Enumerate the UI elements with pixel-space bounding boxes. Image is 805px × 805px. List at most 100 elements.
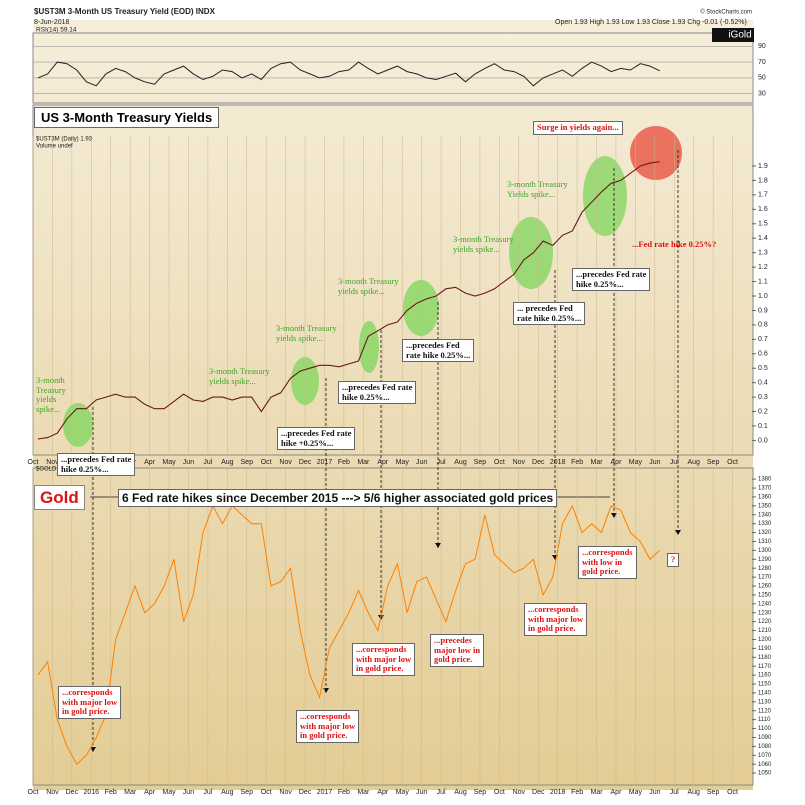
x-tick-label: Nov — [513, 789, 526, 796]
x-tick-label: Apr — [144, 789, 156, 796]
y-tick-label: 1240 — [758, 601, 772, 607]
annotation: ...precedes Fed rate hike 0.25%... — [338, 381, 417, 404]
x-tick-label: Nov — [279, 789, 292, 796]
x-tick-label: Jun — [416, 459, 427, 466]
x-tick-label: Jul — [437, 459, 446, 466]
y-tick-label: 1330 — [758, 521, 772, 527]
y-tick-label: 1.6 — [758, 206, 768, 213]
y-tick-label: 0.6 — [758, 351, 768, 358]
x-tick-label: May — [629, 789, 643, 796]
y-tick-label: 1110 — [758, 717, 771, 723]
x-tick-label: Apr — [611, 789, 623, 796]
y-tick-label: 1.8 — [758, 177, 768, 184]
x-tick-label: Mar — [357, 459, 370, 466]
y-tick-label: 1220 — [758, 619, 772, 625]
x-tick-label: Sep — [707, 459, 720, 466]
x-tick-label: Apr — [377, 459, 389, 466]
y-tick-label: 1280 — [758, 566, 772, 572]
y-tick-label: 0.9 — [758, 307, 768, 314]
y-tick-label: 1360 — [758, 495, 772, 501]
annotation: ...corresponds with major low in gold pr… — [352, 643, 416, 676]
x-tick-label: Aug — [221, 789, 234, 796]
x-tick-label: 2016 — [84, 789, 100, 796]
data-line — [37, 61, 660, 87]
y-tick-label: 1230 — [758, 610, 772, 616]
x-tick-label: Mar — [591, 459, 604, 466]
y-tick-label: 0.2 — [758, 408, 768, 415]
y-tick-label: 1.1 — [758, 278, 768, 285]
x-tick-label: Aug — [454, 789, 467, 796]
annotation: ...corresponds with low in gold price. — [578, 546, 637, 579]
y-tick-label: 30 — [758, 91, 766, 98]
x-tick-label: Jul — [437, 789, 446, 796]
x-tick-label: Feb — [105, 789, 117, 796]
y-tick-label: 1350 — [758, 503, 772, 509]
x-tick-label: Oct — [28, 789, 39, 796]
arrow-head — [675, 530, 681, 535]
y-tick-label: 1290 — [758, 557, 772, 563]
y-tick-label: 1300 — [758, 548, 772, 554]
y-tick-label: 1070 — [758, 753, 772, 759]
x-tick-label: Sep — [474, 459, 487, 466]
x-tick-label: Sep — [474, 789, 487, 796]
y-tick-label: 1260 — [758, 584, 772, 590]
highlight — [63, 403, 93, 447]
annotation: ... precedes Fed rate hike 0.25%... — [513, 302, 586, 325]
x-tick-label: Oct — [494, 789, 505, 796]
data-line — [37, 161, 660, 440]
legend: $UST3M (Daily) 1.93 — [36, 137, 93, 143]
x-tick-label: Jun — [183, 789, 194, 796]
y-tick-label: 1.7 — [758, 192, 768, 199]
x-tick-label: May — [162, 789, 176, 796]
header-quote: Open 1.93 High 1.93 Low 1.93 Close 1.93 … — [555, 19, 747, 26]
y-tick-label: 1100 — [758, 726, 772, 732]
x-tick-label: Dec — [299, 459, 312, 466]
annotation: ...corresponds with major low in gold pr… — [58, 686, 122, 719]
header-title: $UST3M 3-Month US Treasury Yield (EOD) I… — [34, 7, 216, 16]
y-tick-label: 1160 — [758, 673, 772, 679]
y-tick-label: 1170 — [758, 664, 772, 670]
x-tick-label: Dec — [532, 459, 545, 466]
highlight — [403, 280, 439, 336]
x-tick-label: May — [629, 459, 643, 466]
x-tick-label: Feb — [571, 459, 583, 466]
header-date: 8-Jun-2018 — [34, 19, 70, 26]
y-tick-label: 1340 — [758, 512, 772, 518]
y-tick-label: 1130 — [758, 699, 772, 705]
x-tick-label: Sep — [241, 789, 254, 796]
annotation: ? — [667, 553, 680, 567]
y-tick-label: 1380 — [758, 477, 772, 483]
y-tick-label: 1210 — [758, 628, 772, 634]
highlight — [509, 217, 553, 289]
annotation: 3-month Treasury yields spike... — [36, 375, 66, 414]
y-tick-label: 1120 — [758, 708, 772, 714]
x-tick-label: 2018 — [550, 459, 566, 466]
annotation: Gold — [34, 485, 85, 510]
x-tick-label: 2018 — [550, 789, 566, 796]
x-tick-label: Feb — [571, 789, 583, 796]
x-tick-label: Oct — [28, 459, 39, 466]
x-tick-label: Nov — [46, 459, 59, 466]
y-tick-label: 0.4 — [758, 380, 768, 387]
annotation: 3-month Treasury yields spike... — [453, 234, 514, 254]
annotation: ...corresponds with major low in gold pr… — [524, 603, 588, 636]
y-tick-label: 1.2 — [758, 264, 768, 271]
x-tick-label: Aug — [221, 459, 234, 466]
x-tick-label: Mar — [357, 789, 370, 796]
x-tick-label: Mar — [591, 789, 604, 796]
y-tick-label: 0.8 — [758, 322, 768, 329]
x-tick-label: May — [162, 459, 176, 466]
brand: iGold — [728, 30, 751, 41]
y-tick-label: 1.3 — [758, 250, 768, 257]
x-tick-label: Jun — [649, 789, 660, 796]
rsi-label: RSI(14) 59.14 — [36, 27, 77, 34]
y-tick-label: 1.4 — [758, 235, 768, 242]
annotation: ...precedes Fed rate hike 0.25%... — [402, 339, 475, 362]
x-tick-label: 2017 — [317, 789, 333, 796]
x-tick-label: 2017 — [317, 459, 333, 466]
x-tick-label: Feb — [338, 459, 350, 466]
x-tick-label: Nov — [279, 459, 292, 466]
annotation: US 3-Month Treasury Yields — [34, 107, 220, 128]
y-tick-label: 1200 — [758, 637, 772, 643]
